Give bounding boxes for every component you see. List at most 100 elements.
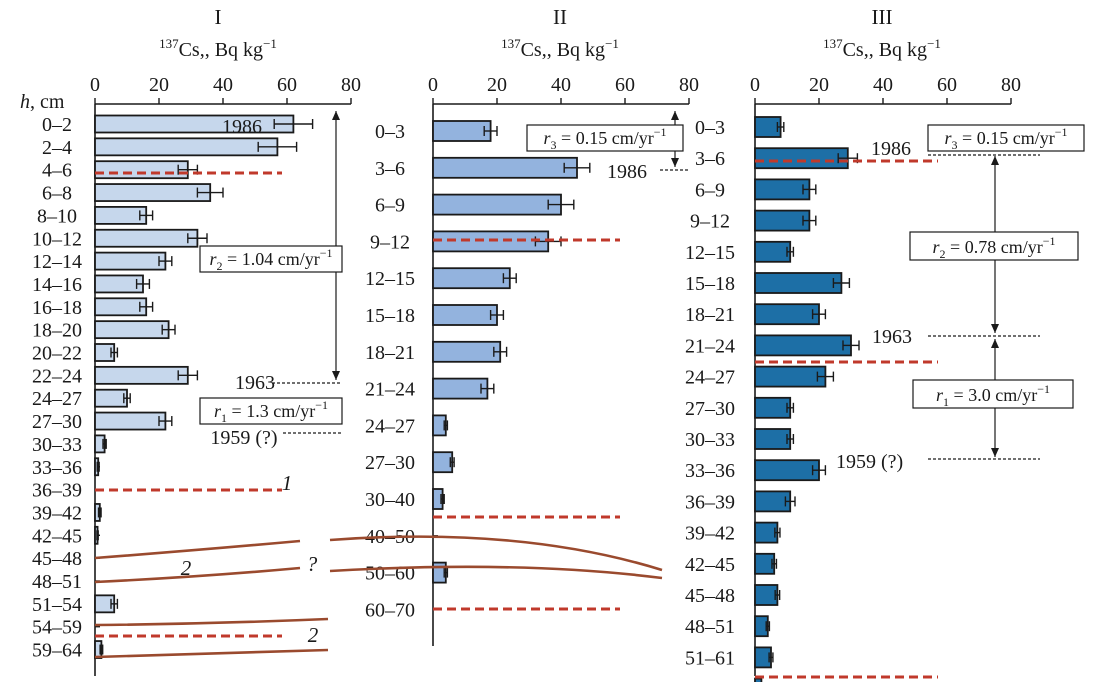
rate-sub: 2 xyxy=(940,247,946,261)
rate-sub: 1 xyxy=(221,411,227,425)
rate-label: r1 = 1.3 cm/yr−1 xyxy=(214,398,328,425)
rate-text: = 1.04 cm/yr xyxy=(223,249,320,269)
bar xyxy=(754,272,843,294)
x-tick-label: 60 xyxy=(277,74,297,96)
bar xyxy=(94,114,295,134)
y-tick-label: 20–22 xyxy=(32,343,82,365)
year-label: 1986 xyxy=(871,138,911,160)
rate-sub: 3 xyxy=(952,138,958,152)
bar xyxy=(754,178,811,201)
bar xyxy=(754,584,779,606)
bar xyxy=(94,137,279,157)
rate-var: r xyxy=(214,401,222,421)
panel-title: I xyxy=(215,5,222,29)
y-tick-label: 33–36 xyxy=(685,460,735,482)
rate-var: r xyxy=(945,128,953,148)
y-tick-label: 39–42 xyxy=(32,502,82,524)
x-axis-label-sup: −1 xyxy=(263,36,277,51)
rate-var: r xyxy=(544,128,552,148)
y-tick-label: 0–3 xyxy=(695,117,725,139)
bar xyxy=(754,677,763,682)
x-axis-label-sup: −1 xyxy=(927,36,941,51)
brown-boundary-curve xyxy=(94,648,329,659)
y-tick-label: 61–71 xyxy=(685,679,735,682)
y-tick-label: 6–9 xyxy=(375,195,405,217)
bar xyxy=(754,428,792,450)
italic-marker: 2 xyxy=(181,556,192,580)
bar xyxy=(94,160,189,180)
bar xyxy=(754,396,792,419)
x-axis-label-unit: Cs,, xyxy=(843,39,874,61)
y-tick-label: 33–36 xyxy=(32,457,82,479)
bar xyxy=(432,340,502,363)
italic-marker: ? xyxy=(307,552,318,576)
y-tick-label: 45–48 xyxy=(685,585,735,607)
bar xyxy=(432,120,492,142)
bar xyxy=(754,240,792,263)
year-label: 1963 xyxy=(872,326,912,348)
y-tick-label: 6–9 xyxy=(695,179,725,201)
y-tick-label: 18–21 xyxy=(685,304,735,326)
bar xyxy=(754,147,849,170)
bar xyxy=(432,304,498,326)
rate-label: r1 = 3.0 cm/yr−1 xyxy=(936,382,1050,409)
y-tick-label: 14–16 xyxy=(32,274,82,296)
bar xyxy=(432,451,454,474)
rate-box xyxy=(199,397,343,425)
year-label: 1959 (?) xyxy=(836,451,903,473)
rate-text: = 1.3 cm/yr xyxy=(227,401,315,421)
bar xyxy=(94,251,167,271)
x-tick-label: 0 xyxy=(428,74,438,96)
bar xyxy=(754,459,820,482)
x-axis-label: 137Cs,, Bq kg−1 xyxy=(501,36,619,61)
year-label: 1959 (?) xyxy=(210,427,277,449)
y-tick-label: 39–42 xyxy=(685,523,735,545)
arrow-head xyxy=(991,448,999,457)
y-tick-label: 30–33 xyxy=(32,434,82,456)
x-tick-label: 40 xyxy=(551,74,571,96)
x-tick-label: 80 xyxy=(1001,74,1021,96)
y-tick-label: 27–30 xyxy=(32,411,82,433)
x-axis-label-sup: 137 xyxy=(159,36,179,51)
arrow-head xyxy=(332,371,340,380)
rate-text: = 3.0 cm/yr xyxy=(949,385,1037,405)
rate-label: r3 = 0.15 cm/yr−1 xyxy=(544,125,667,152)
bar xyxy=(94,320,170,340)
x-axis-label-unit: Bq kg xyxy=(552,39,605,61)
panel-title: II xyxy=(553,5,567,29)
bar xyxy=(94,365,189,385)
x-tick-label: 0 xyxy=(750,74,760,96)
y-tick-label: 12–15 xyxy=(365,268,415,290)
y-tick-label: 15–18 xyxy=(365,305,415,327)
bar xyxy=(94,183,212,202)
x-tick-label: 20 xyxy=(149,74,169,96)
y-tick-label: 27–30 xyxy=(365,452,415,474)
rate-text: = 0.15 cm/yr xyxy=(958,128,1055,148)
y-tick-label: 30–40 xyxy=(365,489,415,511)
rate-box xyxy=(199,245,343,273)
y-tick-label: 9–12 xyxy=(370,231,410,253)
x-tick-label: 40 xyxy=(873,74,893,96)
x-axis-label-unit: Cs,, xyxy=(521,39,552,61)
rate-var: r xyxy=(936,385,944,405)
y-tick-label: 42–45 xyxy=(685,554,735,576)
y-tick-label: 24–27 xyxy=(685,367,735,389)
y-tick-label: 8–10 xyxy=(37,205,77,227)
y-tick-label: 0–3 xyxy=(375,121,405,143)
bar xyxy=(432,156,578,179)
y-tick-label: 22–24 xyxy=(32,365,82,387)
arrow-head xyxy=(332,111,340,120)
bar xyxy=(754,521,779,544)
x-axis-label-sup: 137 xyxy=(501,36,521,51)
y-tick-label: 2–4 xyxy=(42,137,72,159)
y-tick-label: 30–33 xyxy=(685,429,735,451)
arrow-head xyxy=(991,324,999,333)
y-tick-label: 60–70 xyxy=(365,599,415,621)
y-tick-label: 36–39 xyxy=(685,491,735,513)
x-tick-label: 20 xyxy=(487,74,507,96)
panel-III: III 137Cs,, Bq kg−1 0 20 40 60 80 0–3 3–6 6–9 9–12… xyxy=(685,5,1021,682)
x-axis-label-sup: −1 xyxy=(605,36,619,51)
bar xyxy=(432,377,489,400)
